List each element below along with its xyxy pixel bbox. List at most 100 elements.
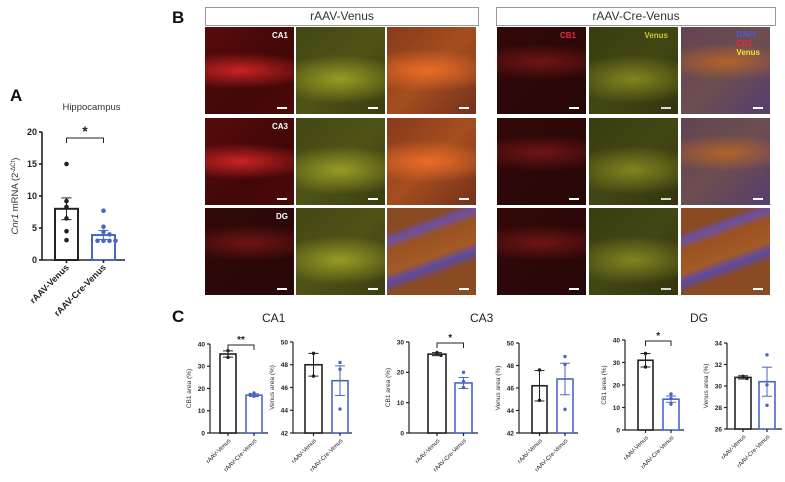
significance-marker: ** (237, 335, 245, 346)
scale-bar (368, 288, 378, 290)
y-tick-label: 15 (27, 159, 37, 169)
data-point (64, 204, 69, 210)
scale-bar (753, 288, 763, 290)
micrograph-cre-dg-cb1 (497, 208, 586, 295)
panel-label-c: C (172, 307, 185, 326)
significance-marker: * (448, 333, 452, 344)
y-tick-label: 0 (616, 427, 620, 434)
data-point (461, 385, 466, 390)
micrograph-cre-ca1-cb1: CB1 (497, 27, 586, 114)
y-label-text: CB1 area (%) (385, 368, 392, 407)
header-rAAV-Venus: rAAV-Venus (205, 7, 479, 26)
data-point (765, 383, 769, 387)
y-axis-label: CB1 area (%) (385, 368, 392, 407)
y-label-gene: Cnr1 (10, 214, 21, 235)
y-axis-label: Venus area (%) (703, 364, 710, 409)
data-point (252, 394, 256, 398)
y-tick-label: 30 (397, 339, 405, 346)
y-tick-label: 10 (613, 405, 621, 412)
merge-label-dapi: DAPI (736, 30, 756, 39)
scale-bar (277, 198, 287, 200)
data-point (338, 360, 342, 365)
header-rAAV-Cre-Venus: rAAV-Cre-Venus (496, 7, 776, 26)
merge-label-cb1: CB1 (736, 39, 753, 48)
region-label-ca1: CA1 (271, 31, 288, 40)
scale-bar (569, 198, 579, 200)
x-tick-label: rAAV-Venus (623, 435, 650, 462)
data-point (252, 391, 256, 395)
x-tick-label: rAAV-Venus (517, 438, 544, 465)
micrograph-cre-ca3-venus (589, 118, 678, 205)
data-point (248, 392, 252, 397)
y-label-text: CB1 area (%) (186, 369, 193, 408)
region-label-dg: DG (276, 212, 288, 221)
y-tick-label: 0 (201, 430, 205, 437)
data-point (101, 229, 106, 235)
scale-bar (368, 198, 378, 200)
y-tick-label: 20 (198, 386, 206, 393)
bar-0 (219, 353, 237, 434)
merge-legend: DAPI CB1 Venus (736, 30, 760, 57)
y-tick-label: 34 (715, 340, 723, 347)
y-tick-label: 10 (397, 400, 405, 407)
y-tick-label: 50 (281, 339, 289, 346)
x-tick-label: rAAV-Venus (206, 438, 233, 465)
bar-0 (734, 376, 752, 430)
micrograph-venus-dg-cb1: DG (205, 208, 294, 295)
y-label-text: Venus area (%) (703, 364, 710, 409)
micrograph-venus-dg-merge (387, 208, 476, 295)
data-point (226, 348, 230, 353)
data-point (563, 407, 567, 412)
micrograph-venus-ca1-merge (387, 27, 476, 114)
chart-group-title-ca3: CA3 (470, 311, 494, 325)
scale-bar (661, 288, 671, 290)
micrograph-venus-ca3-venus (296, 118, 385, 205)
data-point (64, 198, 69, 204)
data-point (95, 238, 100, 244)
y-tick-label: 0 (400, 430, 404, 437)
data-point (537, 368, 542, 372)
y-tick-label: 20 (397, 370, 405, 377)
micrograph-venus-ca1-cb1: CA1 (205, 27, 294, 114)
y-tick-label: 50 (507, 340, 515, 347)
y-axis-label: Cnr1 mRNA (2-ΔCt) (10, 158, 21, 235)
scale-bar (368, 107, 378, 109)
y-tick-label: 48 (281, 362, 289, 369)
micrograph-cre-ca3-merge (681, 118, 770, 205)
data-point (64, 216, 69, 221)
scale-bar (459, 198, 469, 200)
y-tick-label: 10 (27, 191, 37, 201)
data-point (107, 238, 112, 244)
y-tick-label: 20 (27, 127, 37, 137)
scale-bar (459, 288, 469, 290)
micrograph-cre-ca3-cb1 (497, 118, 586, 205)
significance-bracket (227, 344, 255, 350)
y-tick-label: 28 (715, 405, 723, 412)
scale-bar (277, 288, 287, 290)
data-point (765, 403, 769, 408)
data-point (101, 238, 106, 244)
y-tick-label: 0 (32, 255, 37, 265)
data-point (461, 370, 466, 375)
y-label-text: Venus area (%) (495, 366, 502, 411)
y-tick-label: 30 (198, 364, 206, 371)
region-label-ca3: CA3 (271, 122, 288, 131)
bar-0 (427, 353, 447, 434)
y-tick-label: 30 (613, 360, 621, 367)
y-tick-label: 42 (281, 430, 289, 437)
data-point (107, 232, 112, 237)
micrograph-cre-ca1-merge: DAPI CB1 Venus (681, 27, 770, 114)
panel-label-b: B (172, 8, 185, 27)
y-tick-label: 32 (715, 362, 723, 369)
y-tick-label: 26 (715, 426, 723, 433)
y-tick-label: 10 (198, 408, 206, 415)
bar-1 (454, 382, 473, 434)
data-point (338, 367, 342, 371)
micrograph-venus-ca3-merge (387, 118, 476, 205)
